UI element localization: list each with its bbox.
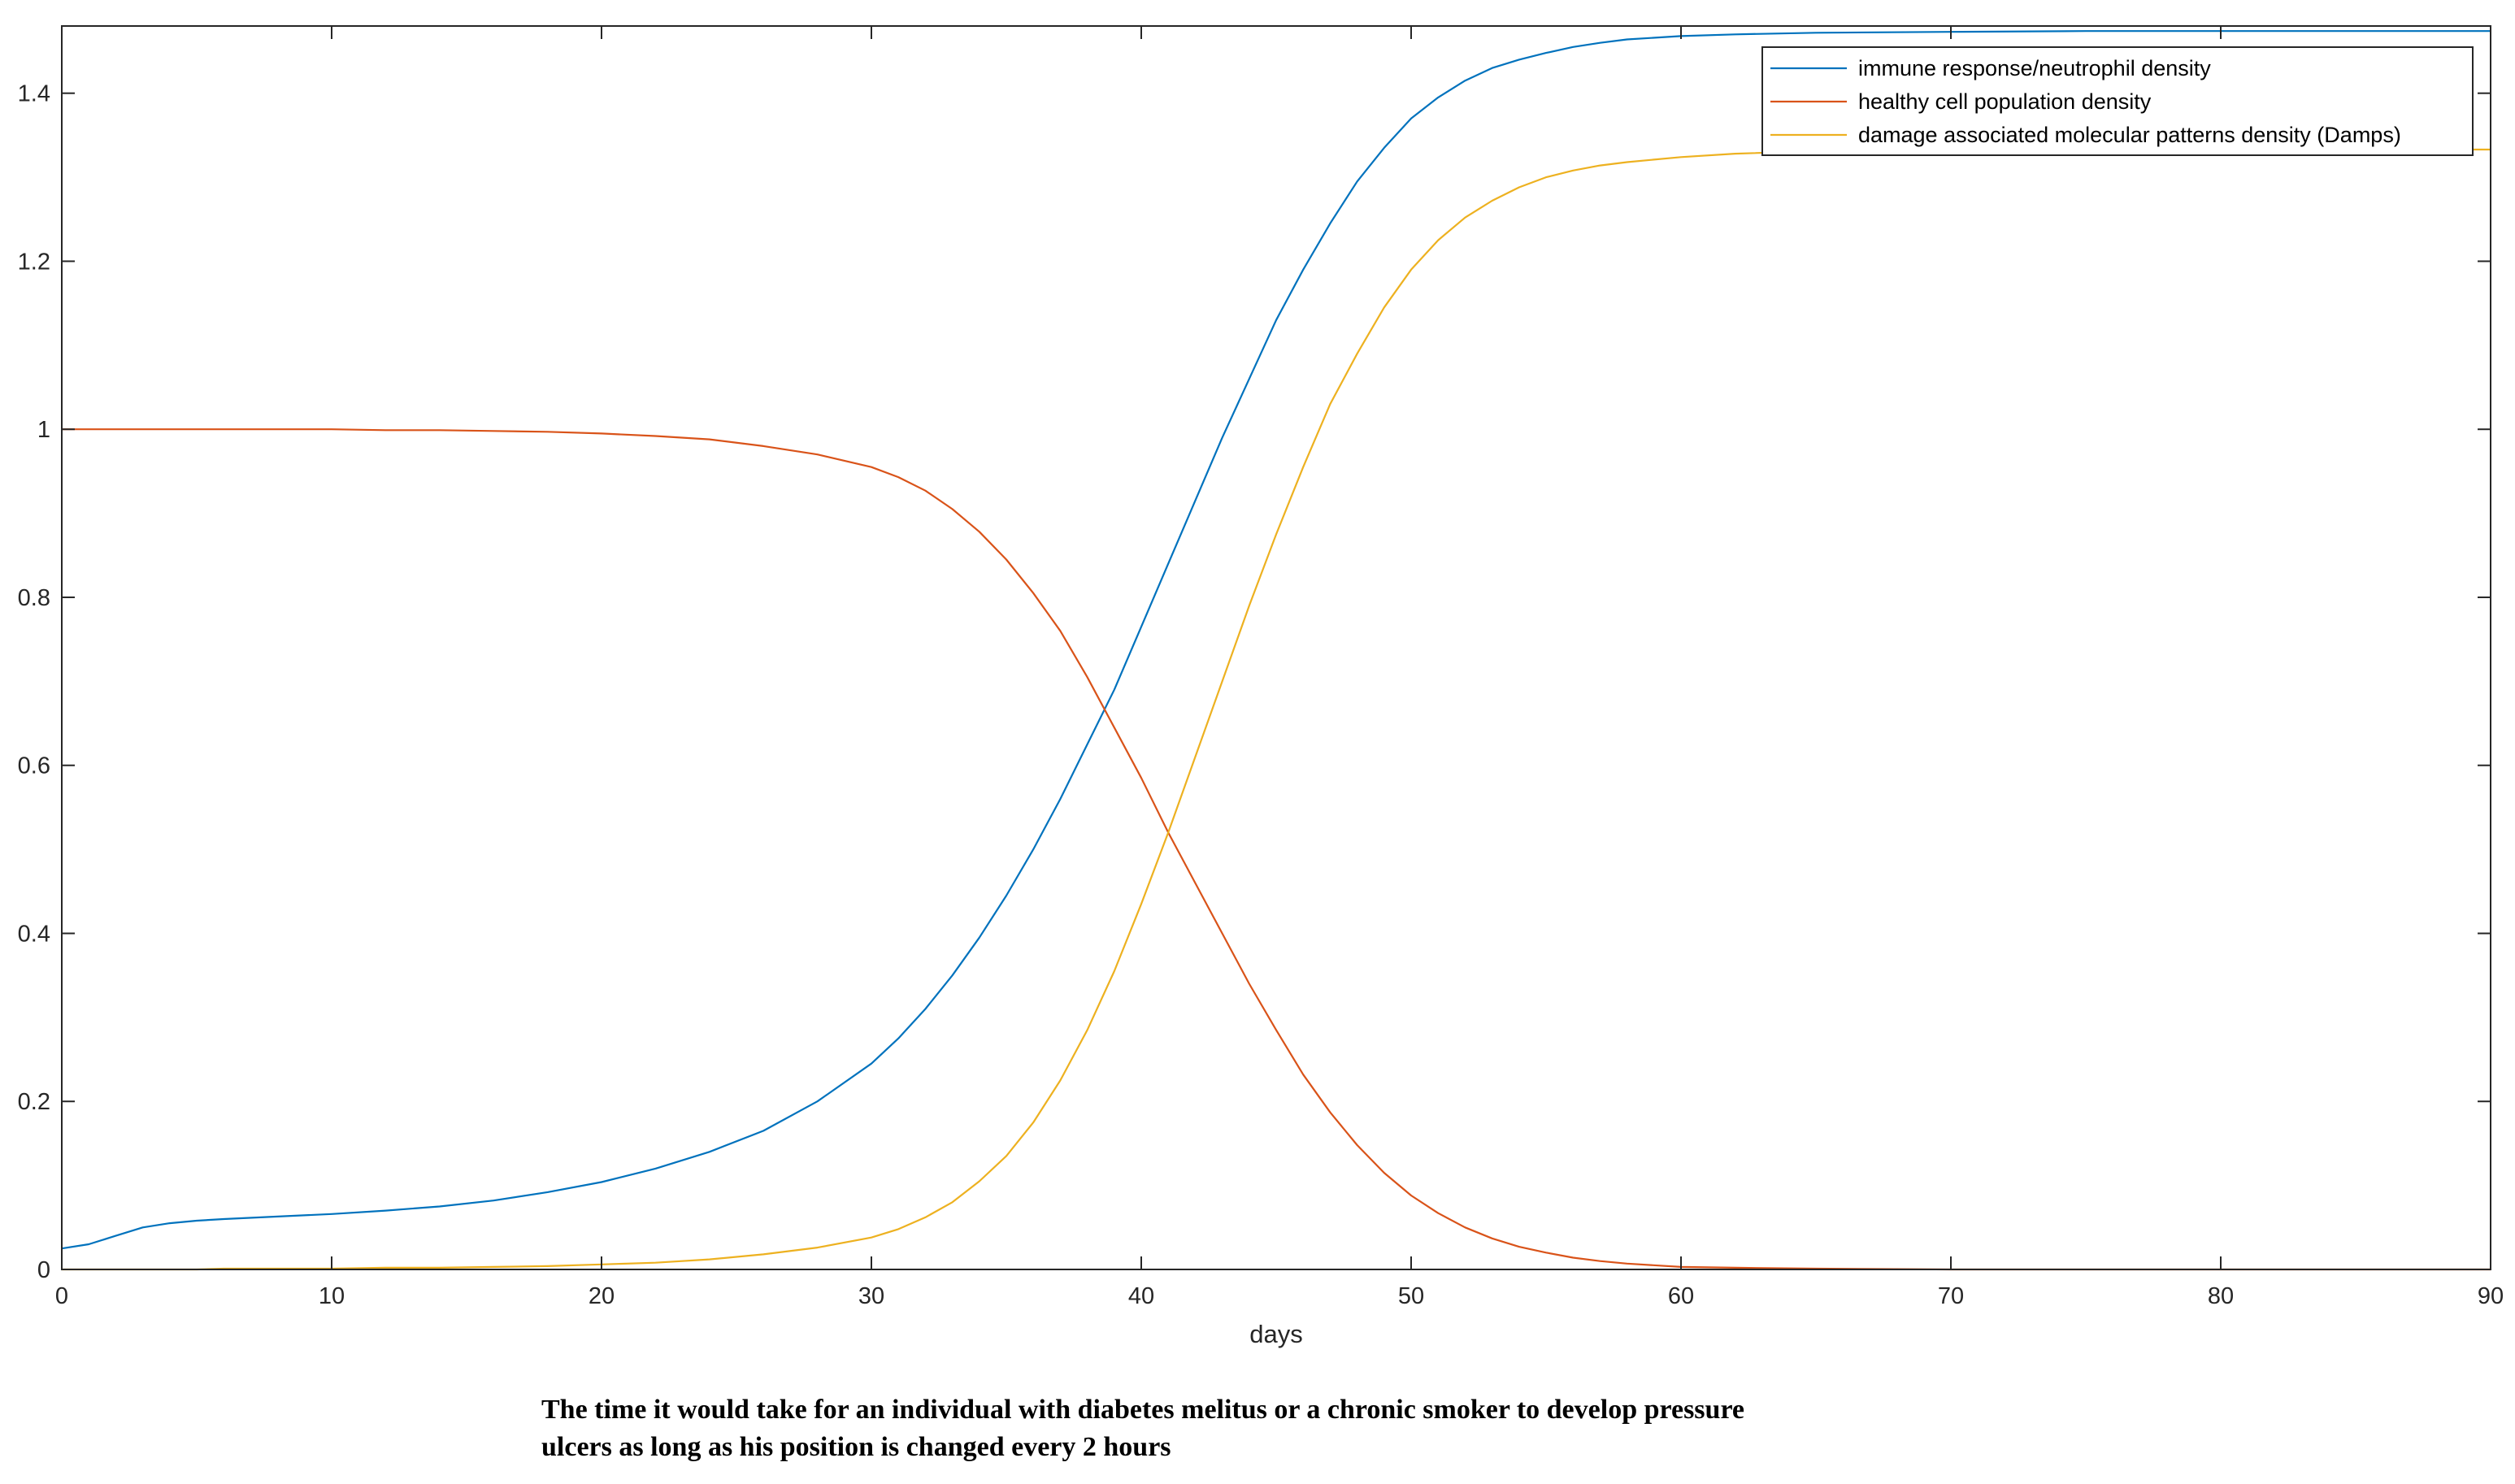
legend-label-1: immune response/neutrophil density	[1858, 56, 2211, 80]
y-tick-label: 1	[37, 417, 50, 443]
series-line-1	[61, 30, 2491, 1250]
x-axis-title: days	[1249, 1320, 1302, 1348]
plot-frame	[61, 25, 2491, 1270]
y-tick-label: 0.4	[18, 921, 50, 947]
x-tick-label: 60	[1668, 1283, 1694, 1309]
tick-layer: 0 10 20 30 40 50 60 70 80 90 0 0.2 0.4 0.6 0.8 1 1.2 1.4	[18, 26, 2504, 1309]
y-tick-label: 0.6	[18, 753, 50, 779]
x-tick-label: 80	[2208, 1283, 2234, 1309]
series-line-3	[62, 148, 2491, 1271]
x-tick-label: 90	[2478, 1283, 2504, 1309]
y-tick-label: 0.2	[18, 1089, 50, 1115]
x-tick-label: 50	[1398, 1283, 1424, 1309]
x-tick-label: 30	[858, 1283, 884, 1309]
y-tick-label: 0	[37, 1257, 50, 1283]
y-tick-label: 1.4	[18, 81, 50, 107]
figure-caption: The time it would take for an individual…	[541, 1391, 2086, 1466]
legend-label-2: healthy cell population density	[1858, 89, 2152, 114]
legend-box	[1761, 46, 2474, 156]
series-line-2	[62, 428, 2491, 1271]
x-tick-label: 0	[55, 1283, 68, 1309]
series-layer	[61, 30, 2491, 1271]
caption-line-1: The time it would take for an individual…	[541, 1395, 1745, 1425]
caption-line-2: ulcers as long as his position is change…	[541, 1432, 1171, 1462]
x-tick-label: 70	[1938, 1283, 1964, 1309]
legend-label-3: damage associated molecular patterns den…	[1858, 123, 2401, 147]
legend: immune response/neutrophil density health…	[1761, 46, 2474, 156]
x-tick-label: 10	[319, 1283, 345, 1309]
y-tick-label: 1.2	[18, 249, 50, 275]
x-tick-label: 40	[1128, 1283, 1154, 1309]
y-tick-label: 0.8	[18, 585, 50, 611]
x-tick-label: 20	[589, 1283, 615, 1309]
